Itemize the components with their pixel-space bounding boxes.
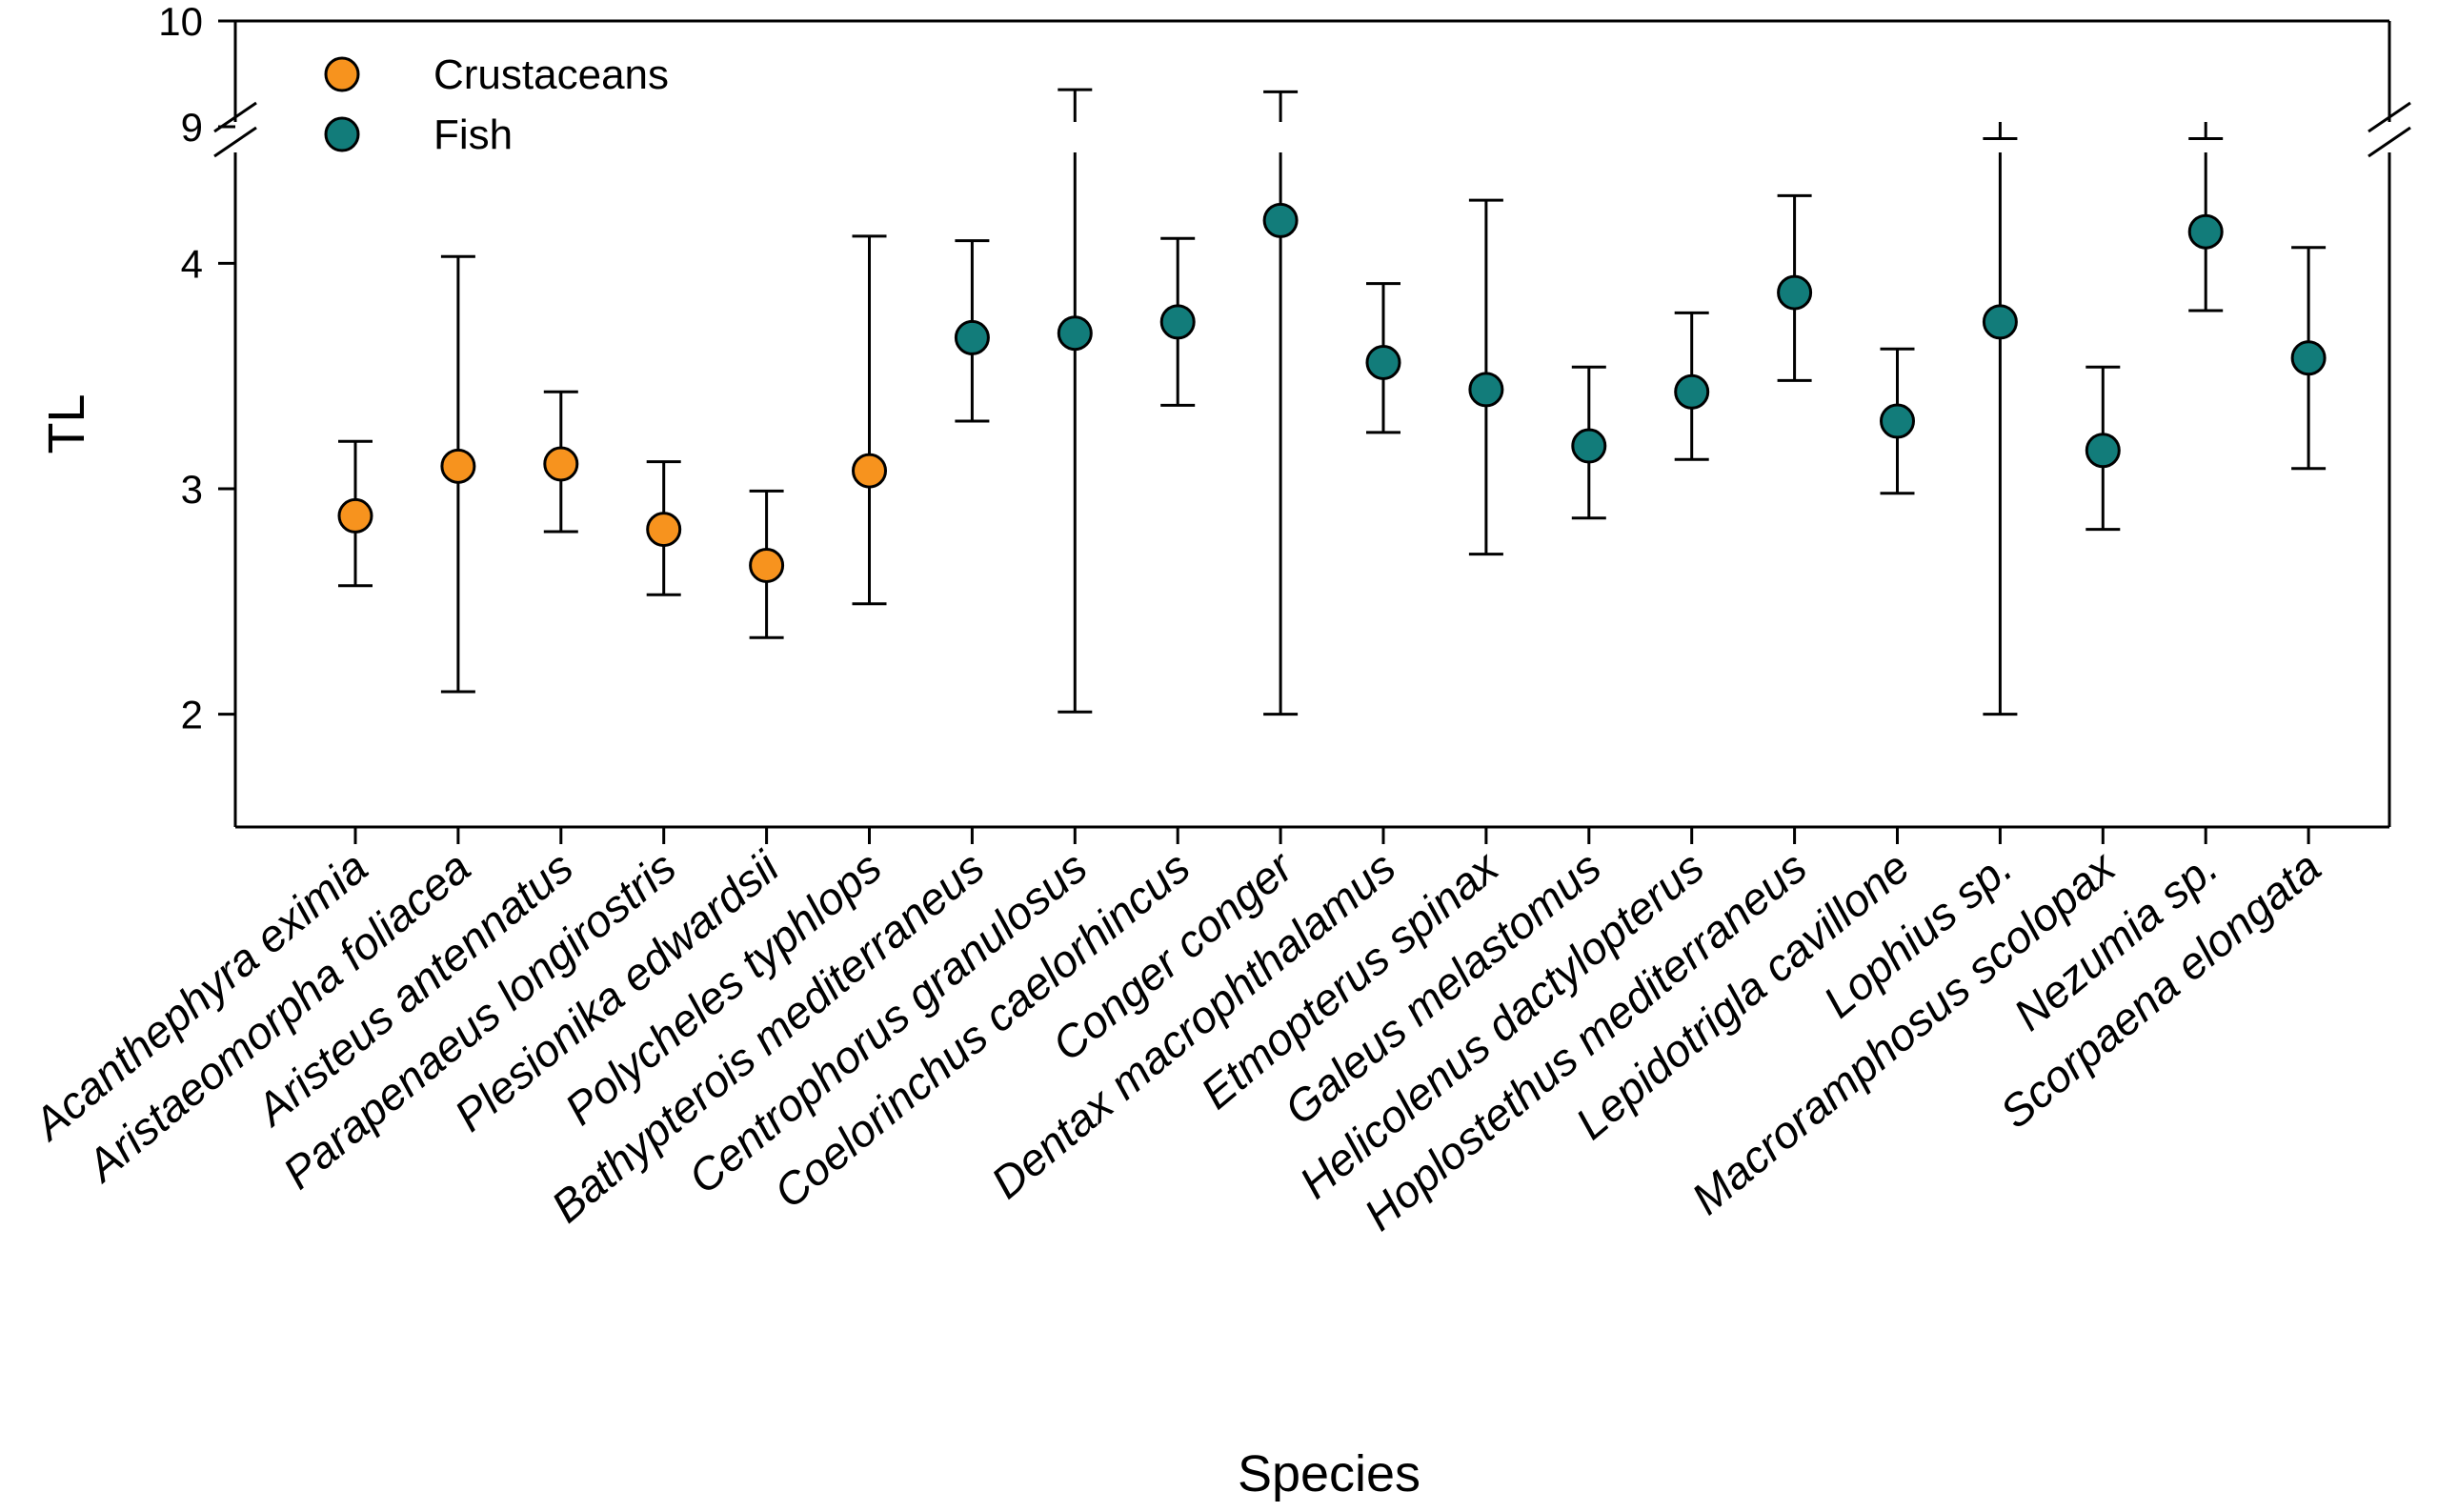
data-point	[749, 547, 785, 583]
y-tick-label: 2	[181, 693, 203, 737]
error-bar	[1058, 88, 1093, 714]
data-point	[1468, 372, 1504, 408]
break-slash	[213, 126, 257, 158]
data-point	[440, 448, 476, 484]
y-axis-title: TL	[38, 393, 95, 454]
y-tick-label: 9	[181, 105, 203, 150]
break-slash	[2367, 126, 2411, 158]
data-point	[1262, 202, 1299, 238]
data-point	[1982, 304, 2018, 340]
data-point	[852, 453, 887, 489]
legend-marker-crustaceans	[324, 56, 360, 92]
data-point	[954, 319, 990, 355]
data-point	[1159, 304, 1196, 340]
error-bar	[852, 234, 887, 606]
data-point	[2187, 213, 2224, 250]
data-point	[2290, 340, 2327, 376]
data-point	[1571, 428, 1607, 464]
data-point	[543, 446, 579, 482]
data-point	[1880, 403, 1915, 439]
data-point	[1674, 373, 1710, 410]
x-axis-title: Species	[1238, 1445, 1420, 1502]
error-bar	[1263, 90, 1299, 716]
legend: Crustaceans Fish	[324, 51, 669, 158]
data-point	[2085, 433, 2121, 469]
y-tick-label: 4	[181, 241, 203, 286]
error-bar	[1983, 122, 2018, 716]
data-point	[337, 497, 373, 534]
data-point	[646, 512, 682, 548]
break-slash	[2367, 101, 2411, 133]
data-point	[1365, 344, 1401, 380]
y-tick-label: 3	[181, 467, 203, 512]
data-point	[1777, 274, 1813, 311]
y-axis-ticks: 2 3 4 9 10	[158, 0, 235, 737]
legend-label-crustaceans: Crustaceans	[433, 51, 669, 98]
data-points	[337, 202, 2327, 583]
y-tick-label: 10	[158, 0, 203, 44]
data-point	[1057, 315, 1093, 352]
legend-label-fish: Fish	[433, 111, 513, 158]
legend-marker-fish	[324, 116, 360, 152]
